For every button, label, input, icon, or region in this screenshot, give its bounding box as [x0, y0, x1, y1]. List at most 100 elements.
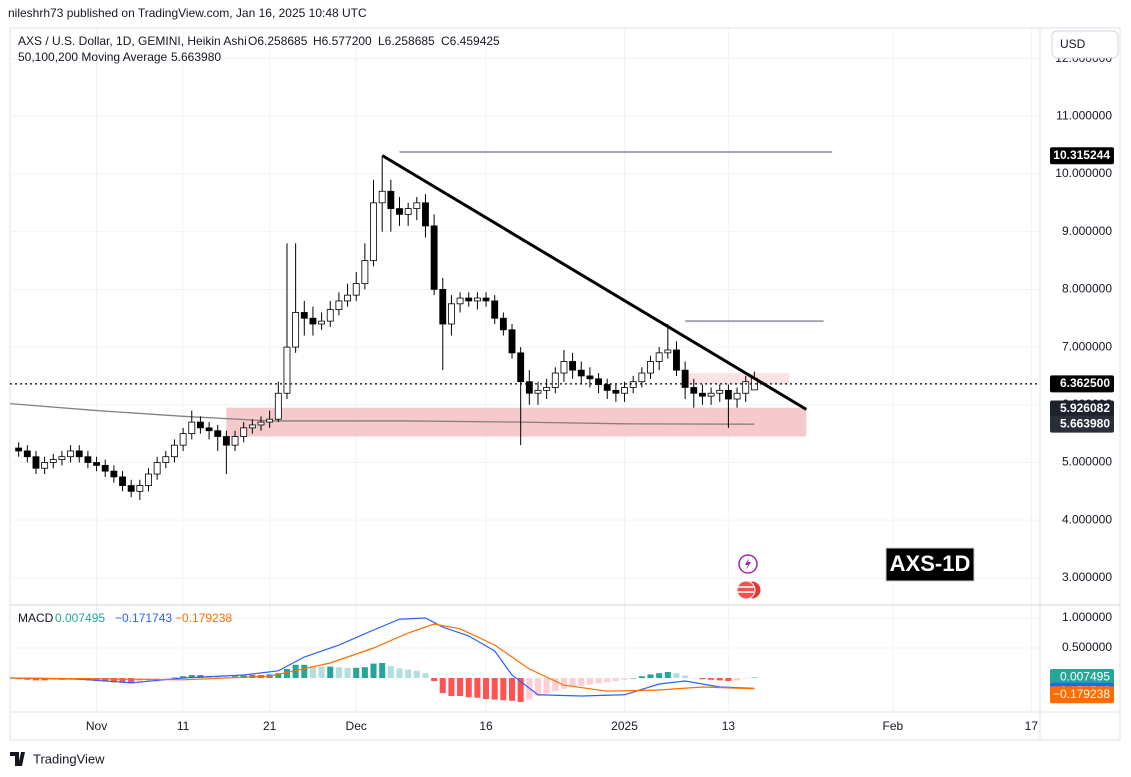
candle-body: [335, 300, 343, 310]
candle-body: [517, 352, 525, 383]
candle-body: [673, 349, 680, 371]
macd-bar: [586, 677, 593, 685]
candle-body: [699, 392, 706, 397]
macd-line: [9, 623, 755, 692]
candle-body: [58, 456, 66, 460]
candle-body: [638, 372, 646, 383]
macd-bar: [136, 677, 143, 683]
macd-bar: [292, 664, 299, 678]
price-label-box: [1050, 400, 1114, 418]
candle-body: [318, 320, 326, 325]
macd-bar: [344, 667, 351, 678]
candle-body: [344, 294, 351, 302]
ohlc-low: L6.258685: [378, 34, 435, 48]
candle-body: [387, 190, 395, 210]
macd-bar: [102, 677, 109, 682]
macd-bar: [197, 674, 204, 678]
candle-body: [491, 300, 499, 319]
macd-bar: [439, 677, 446, 693]
macd-bar: [682, 675, 689, 678]
y-tick-label: 4.000000: [1062, 512, 1112, 526]
macd-bar: [630, 677, 637, 679]
indicator-value: 5.663980: [171, 50, 221, 64]
macd-bar: [171, 677, 178, 678]
candle-body: [569, 361, 577, 371]
macd-bar: [500, 677, 507, 701]
macd-bar: [180, 676, 187, 678]
macd-bar: [716, 677, 723, 681]
candle-body: [473, 297, 481, 302]
ohlc-high: H6.577200: [313, 34, 372, 48]
candle-body: [543, 387, 551, 391]
flag-icon[interactable]: [736, 580, 756, 600]
x-tick-label: 16: [479, 719, 493, 733]
candle-body: [153, 462, 161, 475]
ohlc-close: C6.459425: [441, 34, 500, 48]
macd-bar: [283, 668, 291, 678]
candle-body: [119, 476, 126, 486]
macd-bar: [457, 677, 464, 696]
footer-brand: TradingView: [33, 751, 105, 766]
candle-body: [690, 387, 698, 394]
macd-bar: [560, 677, 567, 689]
candle-body: [196, 421, 204, 429]
candle-body: [162, 456, 170, 463]
macd-bar: [638, 676, 645, 678]
candle-body: [534, 389, 542, 394]
macd-bar: [465, 677, 472, 698]
macd-bar: [327, 666, 334, 678]
x-tick-label: 13: [722, 719, 736, 733]
candle-body: [612, 389, 620, 394]
y-tick-label: 9.000000: [1062, 224, 1112, 238]
plot: 3.0000004.0000005.0000006.0000007.000000…: [9, 51, 1114, 733]
badge-box: [885, 547, 975, 582]
candle-body: [733, 392, 741, 400]
y-tick-label: 8.000000: [1062, 282, 1112, 296]
grid: [10, 28, 1040, 712]
candle-body: [465, 297, 473, 302]
candle-body: [101, 464, 109, 472]
y-tick-label: 5.000000: [1062, 455, 1112, 469]
indicator-name: 50,100,200 Moving Average: [18, 50, 168, 64]
macd-bar: [474, 677, 481, 698]
currency-button[interactable]: [1051, 30, 1119, 59]
macd-bar: [128, 677, 135, 684]
candle-body: [707, 392, 715, 397]
currency-label[interactable]: USD: [1060, 37, 1086, 51]
candle-body: [560, 361, 568, 374]
candle-body: [84, 456, 92, 463]
price-label: 5.926082: [1060, 401, 1110, 415]
macd-bar: [647, 674, 654, 678]
candle-body: [361, 260, 369, 285]
macd-bar: [119, 677, 126, 683]
x-tick-label: 2025: [611, 719, 638, 733]
candle-body: [577, 369, 585, 377]
candle-body: [430, 225, 438, 290]
candle-body: [422, 202, 429, 227]
x-tick-label: Feb: [883, 719, 904, 733]
candle-body: [742, 381, 750, 394]
macd-bar: [110, 677, 117, 683]
macd-bar: [621, 677, 628, 680]
macd-bar: [595, 677, 602, 684]
macd-hist-value: 0.007495: [55, 611, 105, 625]
macd-bar: [318, 666, 325, 678]
candle-body: [231, 436, 239, 446]
macd-label-box: [1050, 686, 1114, 704]
badge: AXS-1D: [890, 551, 971, 576]
macd-bar: [699, 677, 706, 680]
macd-bar: [188, 674, 195, 678]
candle-body: [309, 317, 317, 325]
candle-body: [222, 436, 230, 446]
candle-body: [283, 346, 291, 394]
candle-body: [110, 470, 118, 478]
candle-body: [292, 312, 300, 348]
candle-body: [240, 427, 248, 437]
x-tick-label: 17: [1025, 719, 1039, 733]
candle-body: [716, 389, 724, 394]
price-label-box: [1050, 147, 1114, 165]
macd-bar: [604, 677, 611, 683]
macd-bar: [656, 673, 663, 678]
x-tick-label: Nov: [86, 719, 107, 733]
